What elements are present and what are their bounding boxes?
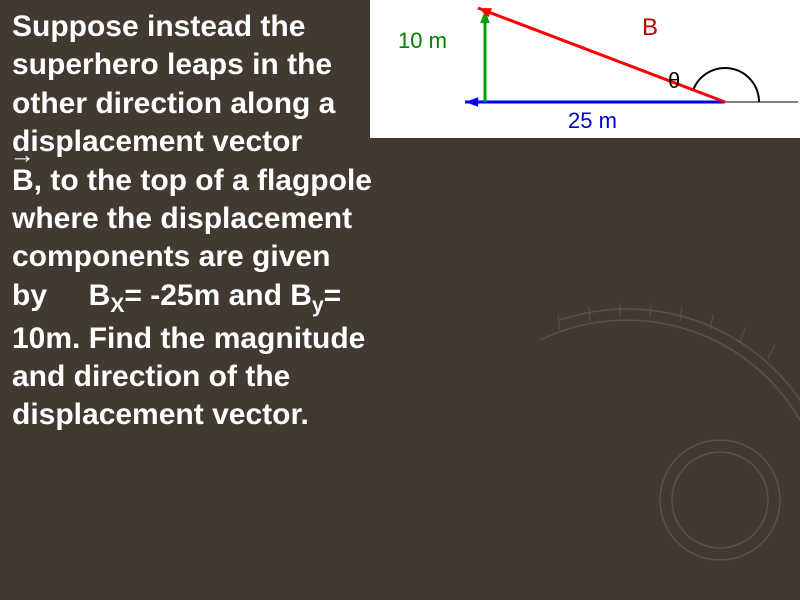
svg-text:10 m: 10 m (398, 28, 447, 53)
sub-x: X (110, 294, 124, 317)
svg-text:B: B (642, 14, 658, 41)
svg-text:25 m: 25 m (568, 108, 617, 133)
problem-text: Suppose instead the superhero leaps in t… (12, 8, 372, 435)
svg-text:θ: θ (668, 68, 680, 93)
eq-x: = -25m and B (124, 279, 312, 312)
vector-diagram: 10 m 25 m Bθ (370, 0, 800, 138)
text-p1: Suppose instead the superhero leaps in t… (12, 10, 335, 158)
sub-y: y (312, 294, 324, 317)
vector-B-symbol: B (12, 162, 34, 200)
background-protractor-decoration (500, 300, 800, 600)
diagram-canvas: 10 m 25 m Bθ (370, 0, 800, 138)
